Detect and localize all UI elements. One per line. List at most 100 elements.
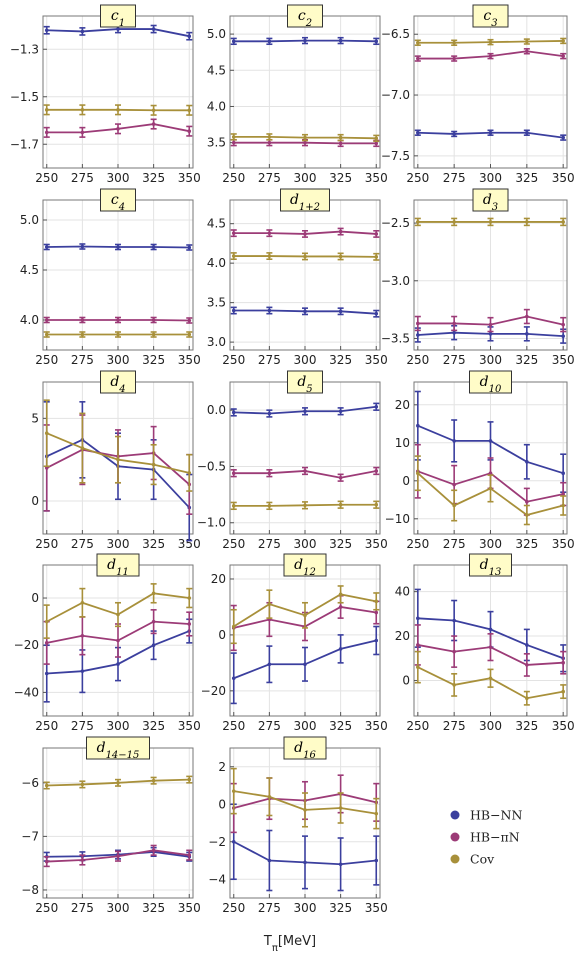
data-point xyxy=(452,439,456,443)
series-HB-piN xyxy=(230,466,380,482)
data-point xyxy=(561,660,565,665)
y-tick-label: 5.0 xyxy=(20,213,39,227)
data-point xyxy=(267,504,272,508)
y-tick-label: −6 xyxy=(21,776,39,790)
x-tick-label: 350 xyxy=(365,719,388,733)
series-Cov xyxy=(414,217,567,227)
data-point xyxy=(452,503,456,508)
legend-label: HB−πN xyxy=(470,830,520,845)
data-point xyxy=(116,27,120,31)
y-tick-label: 40 xyxy=(395,585,410,599)
data-point xyxy=(416,643,420,647)
data-point xyxy=(151,462,156,467)
data-point xyxy=(80,446,85,450)
x-tick-label: 325 xyxy=(142,719,165,733)
data-point xyxy=(303,38,307,43)
y-tick-label: 4.0 xyxy=(20,313,39,327)
data-point xyxy=(267,858,272,863)
panel-title-box xyxy=(469,553,512,577)
data-point xyxy=(267,794,272,799)
legend-marker xyxy=(450,810,460,820)
legend: HB−NN HB−πN Cov xyxy=(450,808,522,867)
y-tick-label: 4.5 xyxy=(20,263,39,277)
panel-d10: 250 275 300 325 350 20 10 0 −10 d10 xyxy=(385,370,575,551)
x-tick-label: 325 xyxy=(329,353,352,367)
data-point xyxy=(452,220,456,224)
data-point xyxy=(374,638,379,643)
panel-title-box xyxy=(283,553,327,577)
data-point xyxy=(231,624,236,629)
x-tick-label: 250 xyxy=(35,171,58,185)
x-tick-label: 325 xyxy=(142,537,165,551)
data-point xyxy=(525,220,529,224)
x-tick-label: 275 xyxy=(258,353,281,367)
y-tick-label: −1.7 xyxy=(10,137,39,151)
data-point xyxy=(44,318,49,322)
data-point xyxy=(187,853,192,857)
y-tick-label: 20 xyxy=(395,398,410,412)
data-point xyxy=(374,858,379,863)
series-HB-NN xyxy=(414,390,567,494)
x-tick-label: 350 xyxy=(365,537,388,551)
y-tick-label: 0 xyxy=(218,797,226,811)
panel-title: c3 xyxy=(483,8,497,29)
x-tick-label: 300 xyxy=(294,901,317,915)
data-point xyxy=(374,610,379,615)
x-tick-label: 350 xyxy=(365,353,388,367)
data-point xyxy=(374,599,379,604)
panel-title-box xyxy=(283,736,327,760)
data-point xyxy=(231,676,236,681)
data-point xyxy=(187,129,192,133)
data-point xyxy=(338,647,343,651)
x-tick-label: 300 xyxy=(479,353,502,367)
data-point xyxy=(374,469,379,473)
data-point xyxy=(338,141,343,146)
y-tick-label: 4.0 xyxy=(207,99,226,113)
data-point xyxy=(303,232,307,236)
data-point xyxy=(116,612,120,617)
x-tick-label: 350 xyxy=(178,901,201,915)
x-tick-label: 325 xyxy=(329,901,352,915)
data-point xyxy=(525,696,529,701)
data-point xyxy=(231,135,236,139)
data-point xyxy=(452,56,456,61)
x-tick-label: 350 xyxy=(552,537,575,551)
data-point xyxy=(488,486,493,491)
data-point xyxy=(561,492,565,496)
series-Cov xyxy=(414,650,567,706)
data-point xyxy=(416,333,420,337)
data-point xyxy=(525,130,529,135)
panel-title: c2 xyxy=(298,8,312,29)
x-tick-label: 350 xyxy=(178,537,201,551)
x-tick-label: 325 xyxy=(329,537,352,551)
data-point xyxy=(561,503,565,508)
y-tick-label: 0 xyxy=(402,474,410,488)
data-point xyxy=(303,254,307,259)
y-tick-label: −20 xyxy=(201,684,226,698)
panel-title: d1+2 xyxy=(290,192,320,213)
x-tick-label: 300 xyxy=(107,901,130,915)
data-point xyxy=(452,618,456,623)
data-point xyxy=(338,309,343,314)
series-HB-NN xyxy=(230,625,380,705)
data-point xyxy=(488,54,493,58)
y-tick-label: −1.3 xyxy=(10,42,39,56)
data-point xyxy=(374,311,379,316)
panel-title-box xyxy=(96,553,140,577)
x-tick-label: 325 xyxy=(515,171,538,185)
series-HB-piN xyxy=(43,844,193,868)
data-point xyxy=(416,616,420,621)
x-tick-label: 250 xyxy=(222,171,245,185)
legend-label: Cov xyxy=(470,852,495,867)
data-point xyxy=(44,130,49,135)
data-point xyxy=(44,619,49,624)
data-point xyxy=(525,49,529,54)
x-tick-label: 300 xyxy=(107,353,130,367)
data-point xyxy=(338,135,343,140)
series-HB-NN xyxy=(414,129,567,141)
data-point xyxy=(80,332,85,337)
data-point xyxy=(374,232,379,236)
data-point xyxy=(267,39,272,44)
panel-d16: 250 275 300 325 350 2 0 −2 −4 d16 xyxy=(208,736,388,915)
data-point xyxy=(44,332,49,337)
